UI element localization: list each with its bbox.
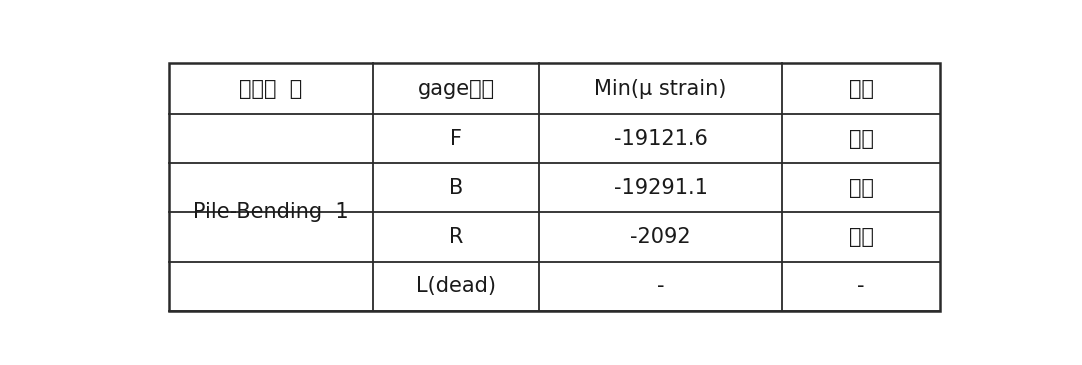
Bar [169, 64, 940, 311]
Text: F: F [450, 129, 462, 149]
Text: -19291.1: -19291.1 [613, 178, 708, 198]
Text: Min(μ strain): Min(μ strain) [594, 79, 727, 99]
Text: gage번호: gage번호 [418, 79, 494, 99]
Text: 항복: 항복 [848, 129, 873, 149]
Text: -: - [857, 276, 865, 296]
Text: -: - [657, 276, 664, 296]
Text: L(dead): L(dead) [417, 276, 497, 296]
Text: 실험체  명: 실험체 명 [239, 79, 303, 99]
Text: R: R [449, 227, 463, 247]
Text: B: B [449, 178, 463, 198]
Text: 비고: 비고 [848, 79, 873, 99]
Text: Pile-Bending  1: Pile-Bending 1 [194, 203, 348, 223]
Text: 항복: 항복 [848, 227, 873, 247]
Text: -19121.6: -19121.6 [613, 129, 708, 149]
Text: -2092: -2092 [631, 227, 691, 247]
Text: 항복: 항복 [848, 178, 873, 198]
